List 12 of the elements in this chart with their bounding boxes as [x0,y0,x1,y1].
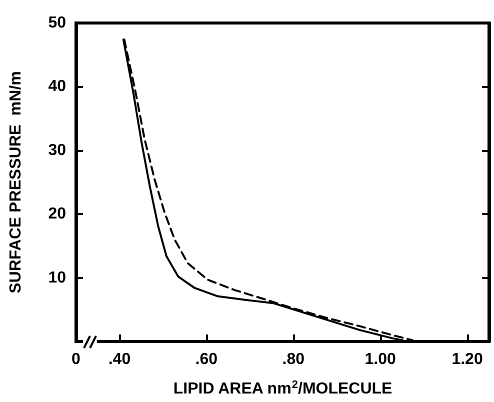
x-tick-label: .80 [282,351,305,368]
y-tick-label: 40 [48,78,66,96]
x-tick-label: .60 [195,351,218,368]
x-tick-label: .40 [108,351,131,368]
x-tick-label: 1.20 [452,351,483,368]
y-tick-label: 30 [48,142,66,159]
y-tick-label: 50 [48,14,66,32]
x-tick-label: 0 [72,351,81,368]
x-tick-label: 1.00 [364,351,396,368]
y-tick-label: 10 [48,269,66,286]
y-tick-label: 20 [48,206,66,223]
y-axis-title: SURFACE PRESSURE mN/m [8,71,24,294]
